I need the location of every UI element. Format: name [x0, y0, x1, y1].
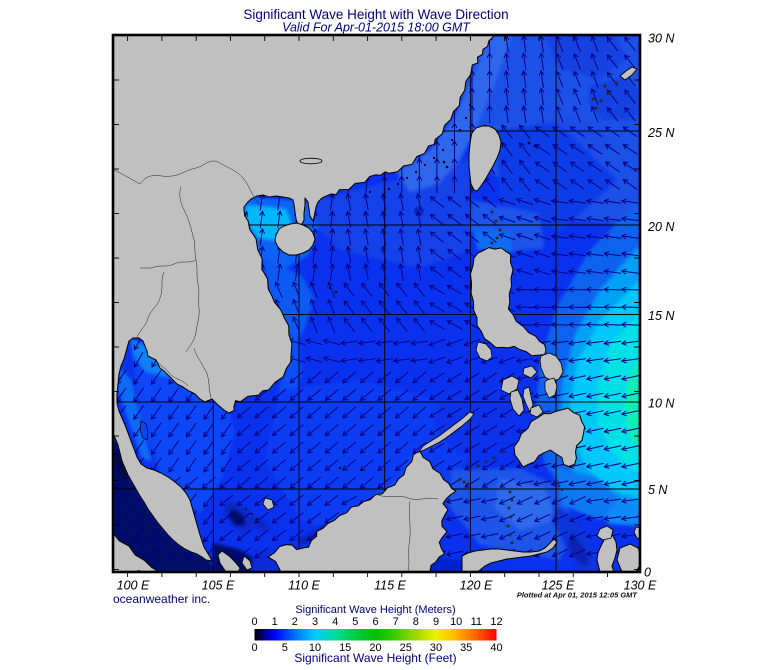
svg-text:9: 9 — [433, 616, 439, 628]
svg-text:10 N: 10 N — [648, 397, 675, 411]
svg-text:Significant Wave Height (Feet): Significant Wave Height (Feet) — [294, 651, 456, 665]
svg-text:110 E: 110 E — [288, 579, 320, 593]
svg-text:Significant Wave Height (Meter: Significant Wave Height (Meters) — [295, 604, 455, 616]
svg-text:Valid For Apr-01-2015 18:00 GM: Valid For Apr-01-2015 18:00 GMT — [282, 21, 471, 35]
svg-text:30: 30 — [430, 642, 442, 654]
svg-text:0: 0 — [644, 566, 651, 580]
svg-text:120 E: 120 E — [460, 579, 493, 593]
svg-text:1: 1 — [272, 616, 278, 628]
svg-text:35: 35 — [460, 642, 472, 654]
svg-text:4: 4 — [332, 616, 338, 628]
svg-text:20 N: 20 N — [647, 220, 675, 234]
svg-text:25 N: 25 N — [647, 126, 675, 140]
svg-text:5: 5 — [282, 642, 288, 654]
svg-text:6: 6 — [372, 616, 378, 628]
svg-text:40: 40 — [490, 642, 502, 654]
svg-text:10: 10 — [450, 616, 462, 628]
svg-text:105 E: 105 E — [202, 579, 235, 593]
svg-text:125 E: 125 E — [542, 579, 575, 593]
svg-text:Significant Wave Height with W: Significant Wave Height with Wave Direct… — [243, 7, 508, 22]
svg-text:11: 11 — [471, 616, 482, 628]
svg-text:20: 20 — [369, 642, 381, 654]
svg-text:0: 0 — [251, 616, 257, 628]
svg-text:130 E: 130 E — [624, 579, 657, 593]
svg-text:25: 25 — [400, 642, 412, 654]
svg-text:100 E: 100 E — [117, 579, 150, 593]
svg-text:15 N: 15 N — [648, 309, 675, 323]
svg-text:5 N: 5 N — [648, 483, 668, 497]
svg-text:12: 12 — [490, 616, 502, 628]
svg-text:7: 7 — [393, 616, 399, 628]
svg-text:30 N: 30 N — [648, 32, 675, 46]
svg-text:8: 8 — [413, 616, 419, 628]
svg-text:115 E: 115 E — [374, 579, 406, 593]
svg-text:2: 2 — [292, 616, 298, 628]
svg-text:10: 10 — [309, 642, 321, 654]
svg-text:15: 15 — [339, 642, 351, 654]
svg-text:0: 0 — [251, 642, 257, 654]
svg-text:3: 3 — [312, 616, 318, 628]
svg-text:5: 5 — [352, 616, 358, 628]
svg-text:Plotted at Apr 01, 2015 12:05: Plotted at Apr 01, 2015 12:05 GMT — [517, 591, 639, 600]
svg-text:oceanweather inc.: oceanweather inc. — [113, 592, 210, 606]
